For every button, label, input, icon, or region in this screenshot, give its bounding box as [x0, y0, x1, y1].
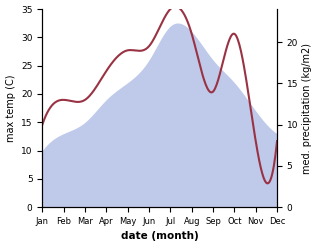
X-axis label: date (month): date (month) — [121, 231, 198, 242]
Y-axis label: med. precipitation (kg/m2): med. precipitation (kg/m2) — [302, 43, 313, 174]
Y-axis label: max temp (C): max temp (C) — [5, 74, 16, 142]
